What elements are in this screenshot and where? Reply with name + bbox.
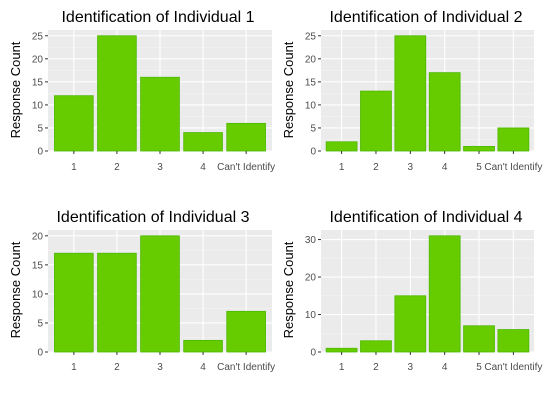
- bar-6: [497, 329, 530, 353]
- x-tick-label: 3: [408, 362, 414, 373]
- bar-1: [325, 141, 358, 152]
- bar-2: [97, 252, 137, 353]
- x-tick-label: 1: [339, 362, 345, 373]
- x-tick-label: 1: [71, 362, 77, 373]
- y-tick-label: 5: [310, 123, 316, 134]
- y-axis-label: Response Count: [281, 241, 296, 338]
- y-tick-label: 20: [305, 54, 317, 65]
- x-tick-label: Can't Identify: [484, 362, 542, 373]
- y-tick-label: 20: [32, 231, 44, 242]
- y-tick-label: 25: [32, 31, 44, 42]
- x-tick-label: 2: [373, 362, 379, 373]
- y-axis-label: Response Count: [8, 41, 23, 138]
- x-tick-label: 3: [157, 362, 163, 373]
- bar-4: [428, 72, 461, 152]
- bar-1: [325, 347, 358, 353]
- y-tick-label: 10: [305, 310, 317, 321]
- bar-1: [54, 252, 94, 353]
- bar-2: [360, 340, 392, 353]
- x-tick-label: 3: [157, 162, 163, 173]
- bar-3: [140, 76, 180, 152]
- x-tick-label: Can't Identify: [217, 362, 275, 373]
- y-tick-label: 10: [305, 100, 317, 111]
- y-tick-label: 0: [310, 348, 316, 359]
- y-tick-label: 30: [305, 235, 317, 246]
- chart-title: Identification of Individual 4: [329, 209, 522, 226]
- bar-4: [428, 235, 461, 353]
- y-tick-label: 5: [37, 123, 43, 134]
- x-tick-label: 4: [200, 362, 206, 373]
- bar-2: [360, 90, 392, 152]
- y-tick-label: 10: [32, 289, 44, 300]
- x-tick-label: 3: [408, 162, 414, 173]
- y-tick-label: 15: [32, 77, 44, 88]
- bar-2: [97, 35, 137, 152]
- y-tick-label: 15: [32, 260, 44, 271]
- y-tick-label: 5: [37, 318, 43, 329]
- bar-4: [183, 339, 223, 353]
- chart-panel-4: 0 10 20 30 1 2 3 4 5 Can't Identify Identification…: [281, 209, 542, 373]
- y-tick-label: 0: [37, 348, 43, 359]
- bar-5: [463, 325, 495, 353]
- bar-6: [497, 127, 530, 152]
- y-tick-label: 10: [32, 100, 44, 111]
- x-tick-label: 2: [114, 162, 120, 173]
- x-tick-label: 4: [442, 162, 448, 173]
- y-tick-label: 15: [305, 77, 317, 88]
- x-tick-label: 4: [200, 162, 206, 173]
- x-tick-label: Can't Identify: [217, 162, 275, 173]
- bar-5: [463, 145, 495, 152]
- x-tick-label: 4: [442, 362, 448, 373]
- bar-4: [183, 132, 223, 152]
- x-tick-label: 5: [476, 162, 482, 173]
- chart-panel-3: 0 5 10 15 20 1 2 3 4 Can't Identify Identification…: [8, 209, 275, 373]
- y-axis-label: Response Count: [8, 241, 23, 338]
- bar-3: [394, 35, 427, 152]
- bar-3: [140, 235, 180, 353]
- x-tick-label: 1: [71, 162, 77, 173]
- x-tick-label: 2: [373, 162, 379, 173]
- x-tick-label: 1: [339, 162, 345, 173]
- chart-title: Identification of Individual 2: [329, 9, 522, 26]
- bar-5: [226, 122, 266, 152]
- y-tick-label: 0: [310, 147, 316, 158]
- y-axis-label: Response Count: [281, 41, 296, 138]
- bar-5: [226, 310, 266, 353]
- x-tick-label: Can't Identify: [484, 162, 542, 173]
- bar-1: [54, 95, 94, 152]
- y-tick-label: 0: [37, 147, 43, 158]
- bar-3: [394, 295, 427, 353]
- chart-panel-1: 0 5 10 15 20 25 1 2 3 4 Can't Identify Identificati…: [8, 9, 275, 173]
- chart-title: Identification of Individual 3: [56, 209, 249, 226]
- chart-title: Identification of Individual 1: [61, 9, 254, 26]
- x-tick-label: 2: [114, 362, 120, 373]
- y-tick-label: 20: [305, 273, 317, 284]
- y-tick-label: 20: [32, 54, 44, 65]
- x-tick-label: 5: [476, 362, 482, 373]
- y-tick-label: 25: [305, 31, 317, 42]
